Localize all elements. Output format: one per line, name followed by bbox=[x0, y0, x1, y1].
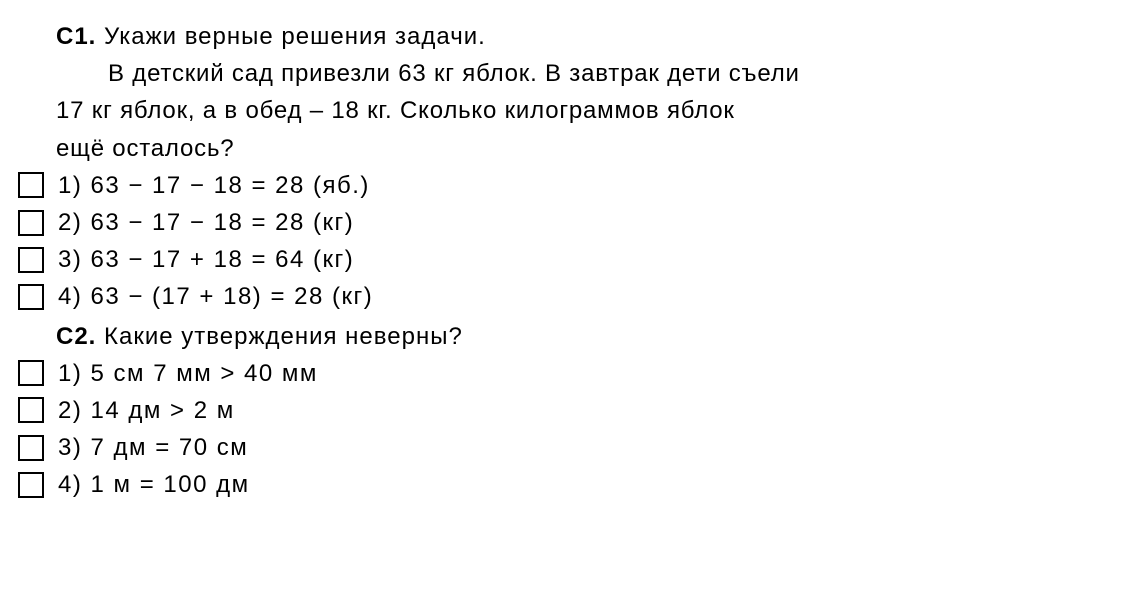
checkbox-icon[interactable] bbox=[18, 172, 44, 198]
c2-option-text: 1) 5 см 7 мм > 40 мм bbox=[58, 355, 318, 392]
c1-body-line3: ещё осталось? bbox=[56, 135, 234, 162]
checkbox-icon[interactable] bbox=[18, 360, 44, 386]
c1-heading-line: С1. Укажи верные решения задачи. bbox=[56, 18, 1095, 55]
c1-body: В детский сад привезли 63 кг яблок. В за… bbox=[56, 55, 1095, 167]
checkbox-icon[interactable] bbox=[18, 210, 44, 236]
c1-option-row: 2) 63 − 17 − 18 = 28 (кг) bbox=[18, 204, 1095, 241]
c2-option-row: 1) 5 см 7 мм > 40 мм bbox=[18, 355, 1095, 392]
c2-option-text: 4) 1 м = 100 дм bbox=[58, 466, 250, 503]
c2-option-row: 2) 14 дм > 2 м bbox=[18, 392, 1095, 429]
c1-body-line2: 17 кг яблок, а в обед – 18 кг. Сколько к… bbox=[56, 97, 735, 124]
checkbox-icon[interactable] bbox=[18, 284, 44, 310]
c2-option-row: 3) 7 дм = 70 см bbox=[18, 429, 1095, 466]
checkbox-icon[interactable] bbox=[18, 397, 44, 423]
c1-option-row: 3) 63 − 17 + 18 = 64 (кг) bbox=[18, 241, 1095, 278]
c1-option-row: 4) 63 − (17 + 18) = 28 (кг) bbox=[18, 278, 1095, 315]
c2-heading-line: С2. Какие утверждения неверны? bbox=[56, 318, 1095, 355]
c1-label: С1. bbox=[56, 23, 96, 50]
c1-option-text: 3) 63 − 17 + 18 = 64 (кг) bbox=[58, 241, 354, 278]
c2-prompt: Какие утверждения неверны? bbox=[104, 323, 463, 350]
checkbox-icon[interactable] bbox=[18, 247, 44, 273]
c1-body-line1: В детский сад привезли 63 кг яблок. В за… bbox=[56, 55, 1095, 92]
c2-label: С2. bbox=[56, 323, 96, 350]
c1-prompt: Укажи верные решения задачи. bbox=[104, 23, 486, 50]
c1-option-text: 4) 63 − (17 + 18) = 28 (кг) bbox=[58, 278, 373, 315]
c1-option-text: 1) 63 − 17 − 18 = 28 (яб.) bbox=[58, 167, 370, 204]
checkbox-icon[interactable] bbox=[18, 472, 44, 498]
c1-option-row: 1) 63 − 17 − 18 = 28 (яб.) bbox=[18, 167, 1095, 204]
checkbox-icon[interactable] bbox=[18, 435, 44, 461]
worksheet-page: С1. Укажи верные решения задачи. В детск… bbox=[0, 0, 1127, 503]
c1-option-text: 2) 63 − 17 − 18 = 28 (кг) bbox=[58, 204, 354, 241]
c2-option-row: 4) 1 м = 100 дм bbox=[18, 466, 1095, 503]
c2-option-text: 3) 7 дм = 70 см bbox=[58, 429, 248, 466]
c2-option-text: 2) 14 дм > 2 м bbox=[58, 392, 235, 429]
